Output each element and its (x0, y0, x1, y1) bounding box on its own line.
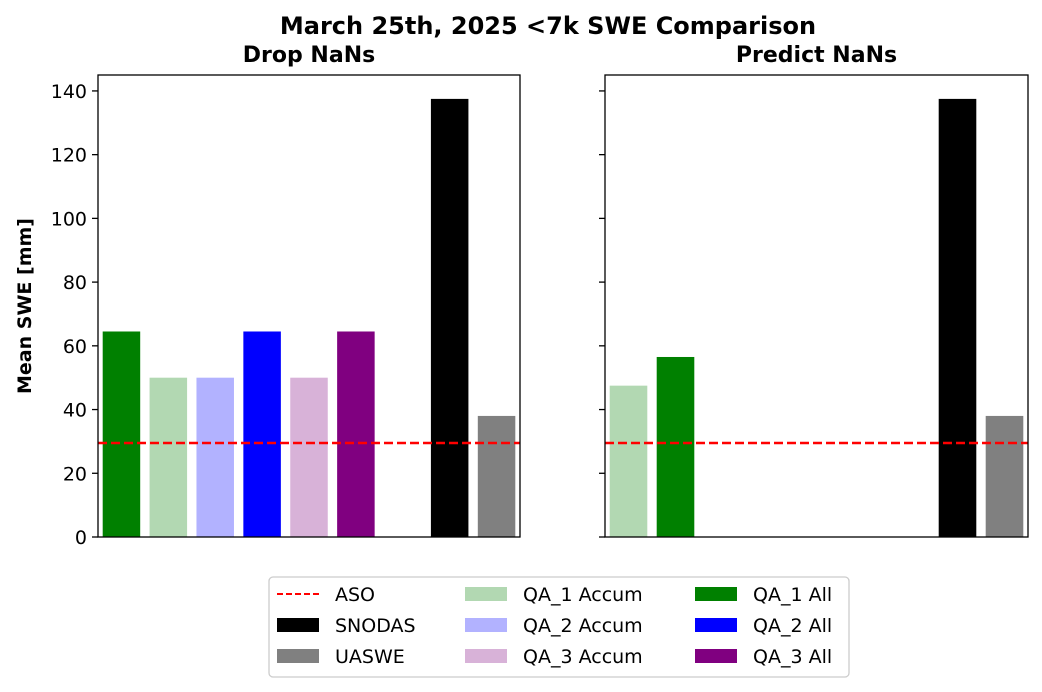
figure-title: March 25th, 2025 <7k SWE Comparison (280, 12, 816, 40)
y-tick-label: 140 (51, 81, 87, 103)
legend-item-qa-2-accum: QA_2 Accum (465, 615, 643, 637)
legend-label: QA_2 All (753, 615, 832, 637)
legend-item-qa-3-accum: QA_3 Accum (465, 646, 643, 668)
legend-item-qa-1-accum: QA_1 Accum (465, 584, 643, 606)
bar-uaswe (477, 415, 516, 537)
axes-frame (97, 74, 521, 538)
bar-qa-1-all (102, 331, 141, 537)
legend-swatch (695, 618, 737, 632)
bar-snodas (938, 98, 977, 538)
legend-item-snodas: SNODAS (277, 615, 416, 637)
legend-label: SNODAS (335, 615, 416, 637)
legend-item-qa-2-all: QA_2 All (695, 615, 832, 637)
legend-label: QA_1 All (753, 584, 832, 606)
legend-label: QA_1 Accum (523, 584, 643, 606)
y-tick-label: 0 (75, 527, 87, 549)
bar-qa-3-accum (290, 377, 328, 537)
legend-swatch (465, 649, 507, 663)
bar-uaswe (985, 415, 1024, 537)
y-tick-label: 40 (63, 400, 87, 422)
y-tick-label: 120 (51, 145, 87, 167)
bar-qa-3-all (337, 331, 375, 537)
bar-qa-1-accum (609, 385, 648, 537)
chart-panels: Drop NaNs 0 20 40 60 80 100 120 140 Predict NaNs (51, 43, 1029, 549)
legend-label: QA_3 Accum (523, 646, 643, 668)
legend-swatch (465, 587, 507, 601)
legend-swatch (695, 649, 737, 663)
legend-label: QA_3 All (753, 646, 832, 668)
axes-frame (604, 74, 1029, 538)
bar-qa-2-all (243, 331, 281, 537)
panel-predict-nans: Predict NaNs (599, 43, 1029, 538)
bar-snodas (430, 98, 469, 538)
panel-title: Predict NaNs (736, 43, 897, 68)
legend-item-aso: ASO (277, 584, 375, 606)
legend-item-qa-3-all: QA_3 All (695, 646, 832, 668)
legend-swatch (277, 649, 319, 663)
legend: ASO SNODAS UASWE QA_1 Accum QA_2 Accum QA_3 A… (268, 576, 850, 678)
legend-swatch (277, 618, 319, 632)
legend-swatch (465, 618, 507, 632)
legend-item-qa-1-all: QA_1 All (695, 584, 832, 606)
y-tick-label: 20 (63, 463, 87, 485)
y-axis-label: Mean SWE [mm] (14, 218, 36, 394)
legend-swatch (695, 587, 737, 601)
y-tick-label: 60 (63, 336, 87, 358)
y-tick-label: 80 (63, 272, 87, 294)
legend-item-uaswe: UASWE (277, 646, 405, 668)
panel-title: Drop NaNs (243, 43, 375, 68)
panel-drop-nans: Drop NaNs 0 20 40 60 80 100 120 140 (51, 43, 521, 549)
y-tick-label: 100 (51, 208, 87, 230)
legend-label: UASWE (335, 646, 405, 668)
bar-qa-1-accum (149, 377, 188, 537)
legend-label: QA_2 Accum (523, 615, 643, 637)
bar-qa-2-accum (196, 377, 234, 537)
bar-qa-1-all (656, 356, 695, 537)
legend-label: ASO (335, 584, 375, 606)
